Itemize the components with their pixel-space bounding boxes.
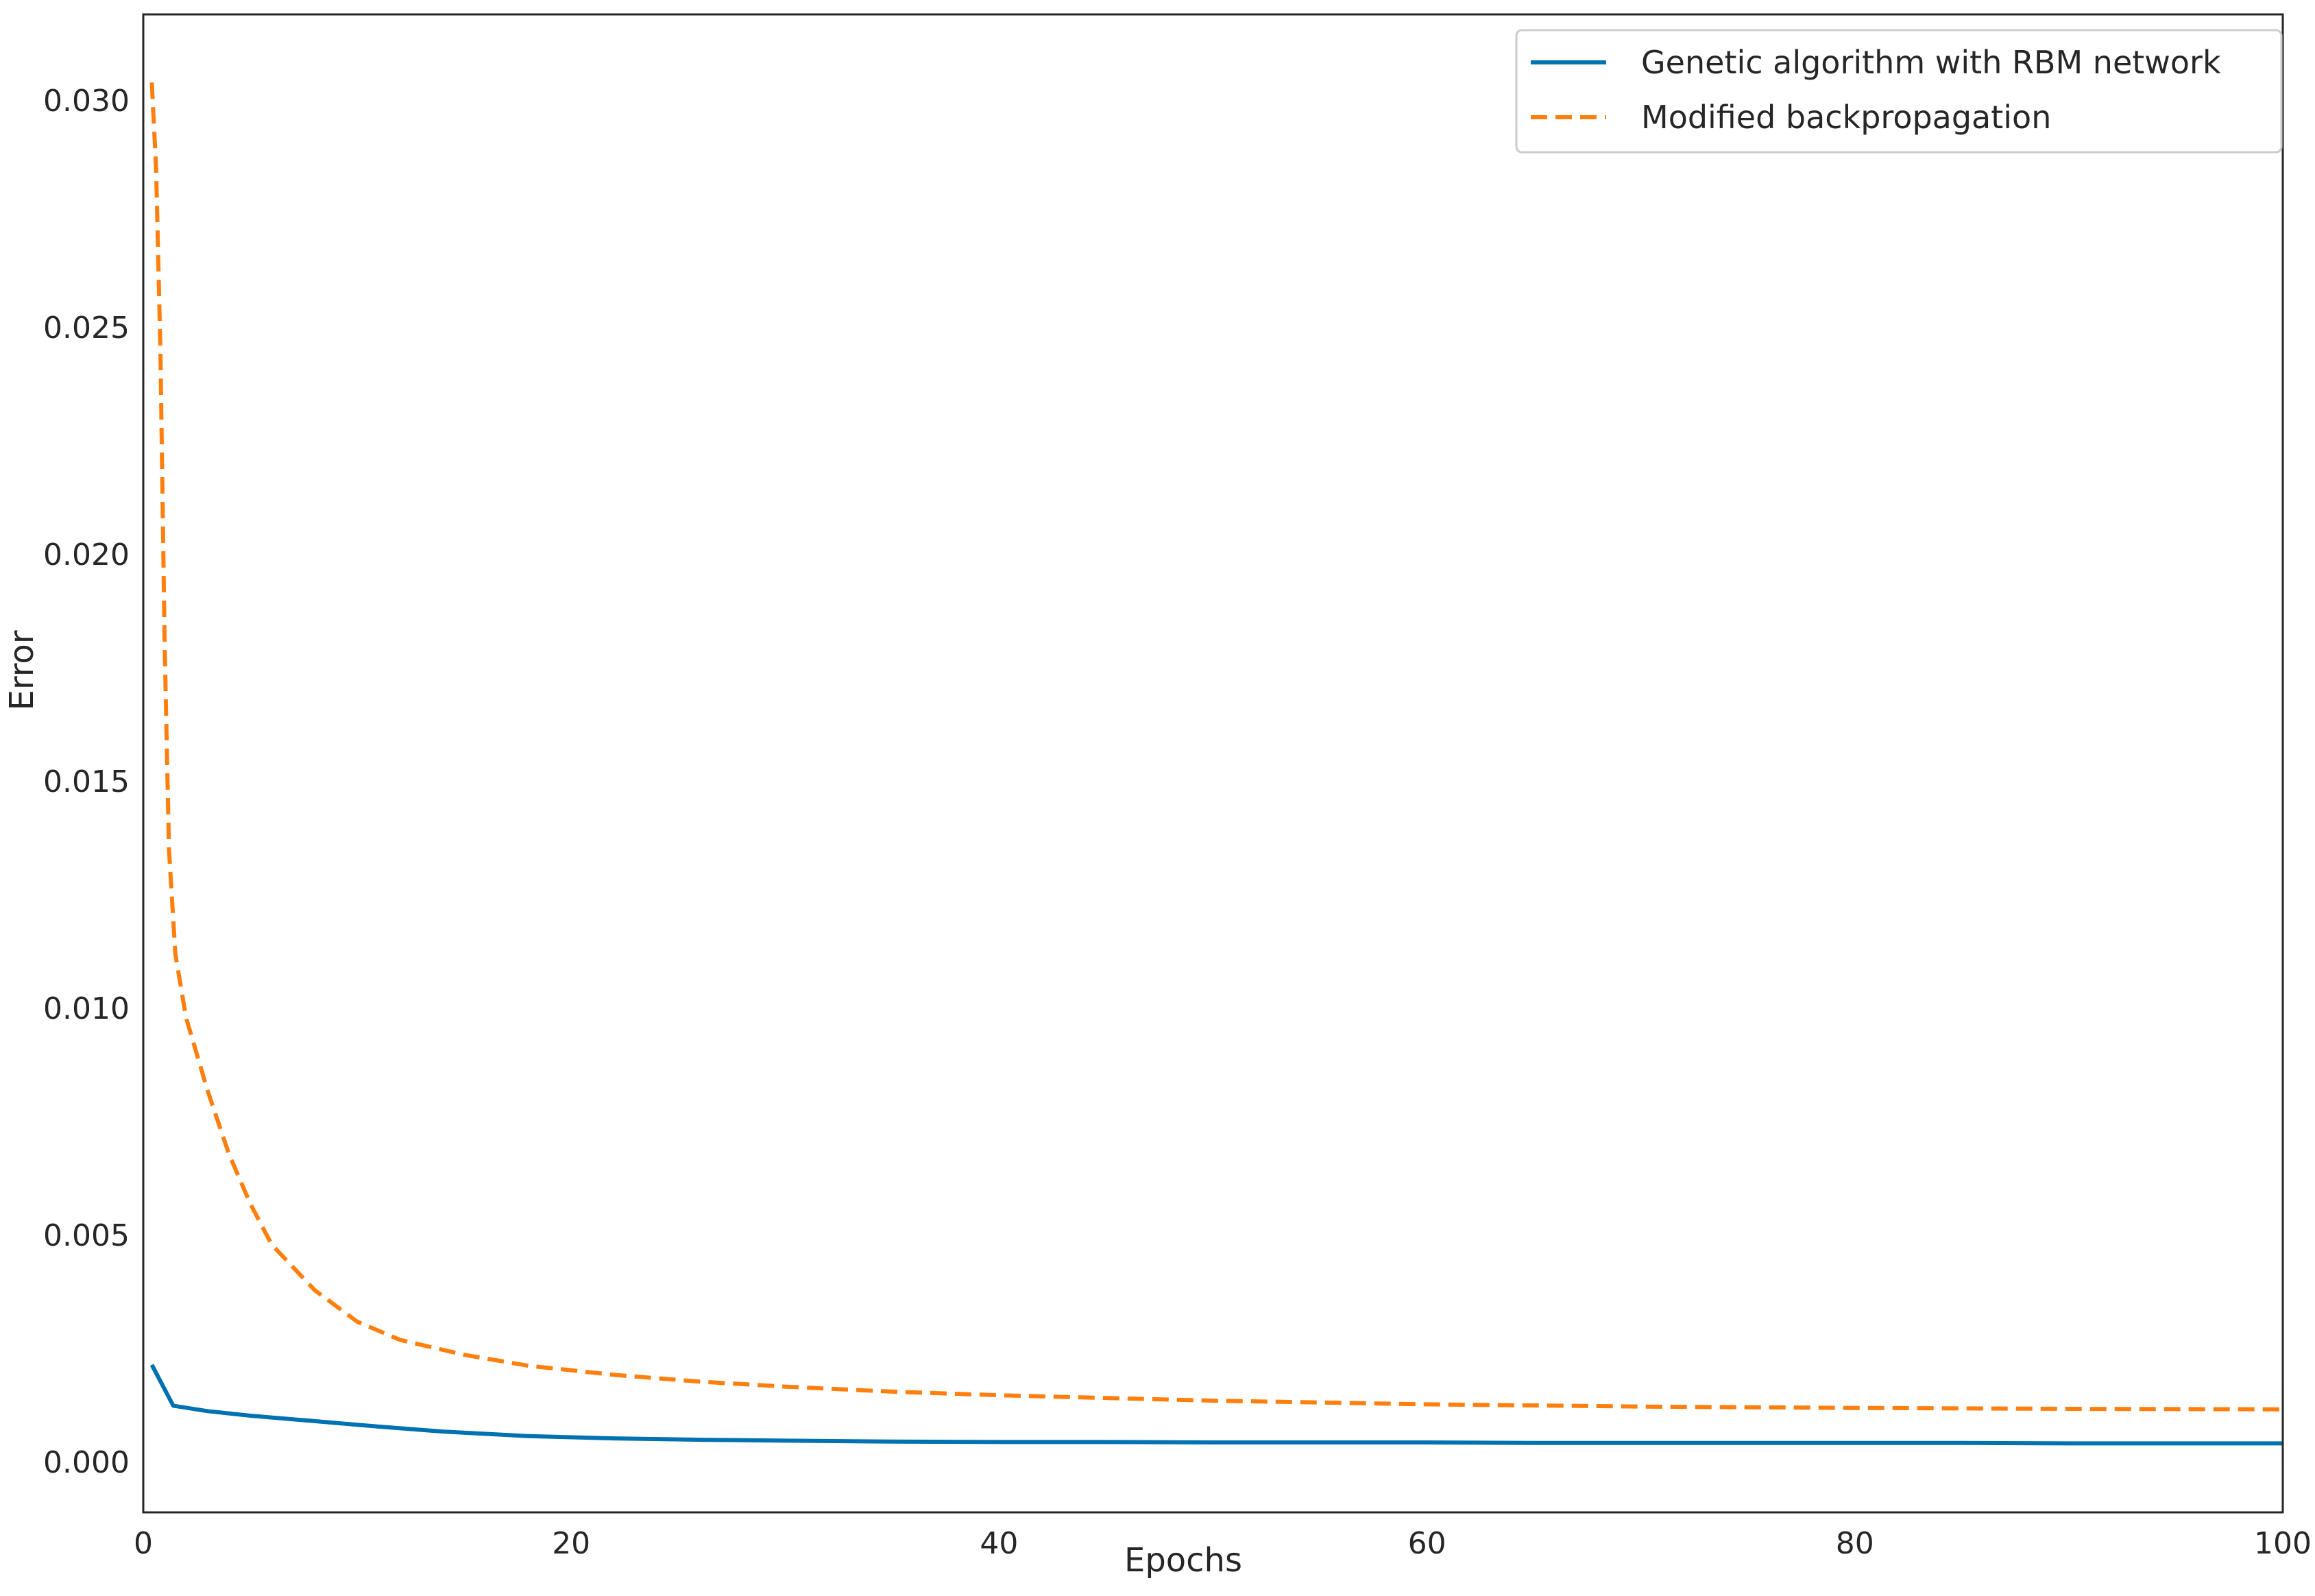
y-tick-label: 0.020: [43, 537, 130, 572]
x-tick-label: 0: [134, 1526, 153, 1561]
x-tick-label: 40: [980, 1526, 1018, 1561]
plot-background: [143, 14, 2283, 1512]
y-tick-label: 0.005: [43, 1218, 130, 1253]
x-tick-label: 20: [552, 1526, 590, 1561]
y-tick-label: 0.025: [43, 311, 130, 346]
legend-label-ga-rbm: Genetic algorithm with RBM network: [1641, 44, 2221, 81]
y-tick-label: 0.000: [43, 1445, 130, 1480]
y-tick-label: 0.010: [43, 991, 130, 1026]
x-axis-ticks: 0 20 40 60 80 100: [134, 1526, 2312, 1561]
x-axis-label: Epochs: [1124, 1541, 1242, 1580]
legend-label-modified-bp: Modified backpropagation: [1641, 99, 2051, 136]
y-axis-ticks: 0.000 0.005 0.010 0.015 0.020 0.025 0.030: [43, 84, 130, 1480]
x-tick-label: 60: [1408, 1526, 1446, 1561]
y-axis-label: Error: [3, 630, 41, 710]
series-line-modified-bp: [149, 82, 2283, 1412]
series-line-ga-rbm: [149, 1364, 2283, 1446]
y-tick-label: 0.015: [43, 764, 130, 799]
legend: Genetic algorithm with RBM network Modif…: [1515, 29, 2283, 154]
plot-frame: [142, 13, 2284, 1514]
y-tick-label: 0.030: [43, 84, 130, 119]
x-tick-label: 100: [2254, 1526, 2312, 1561]
legend-frame: [1515, 29, 2283, 154]
series-layer: [149, 82, 2283, 1446]
x-tick-label: 80: [1836, 1526, 1874, 1561]
